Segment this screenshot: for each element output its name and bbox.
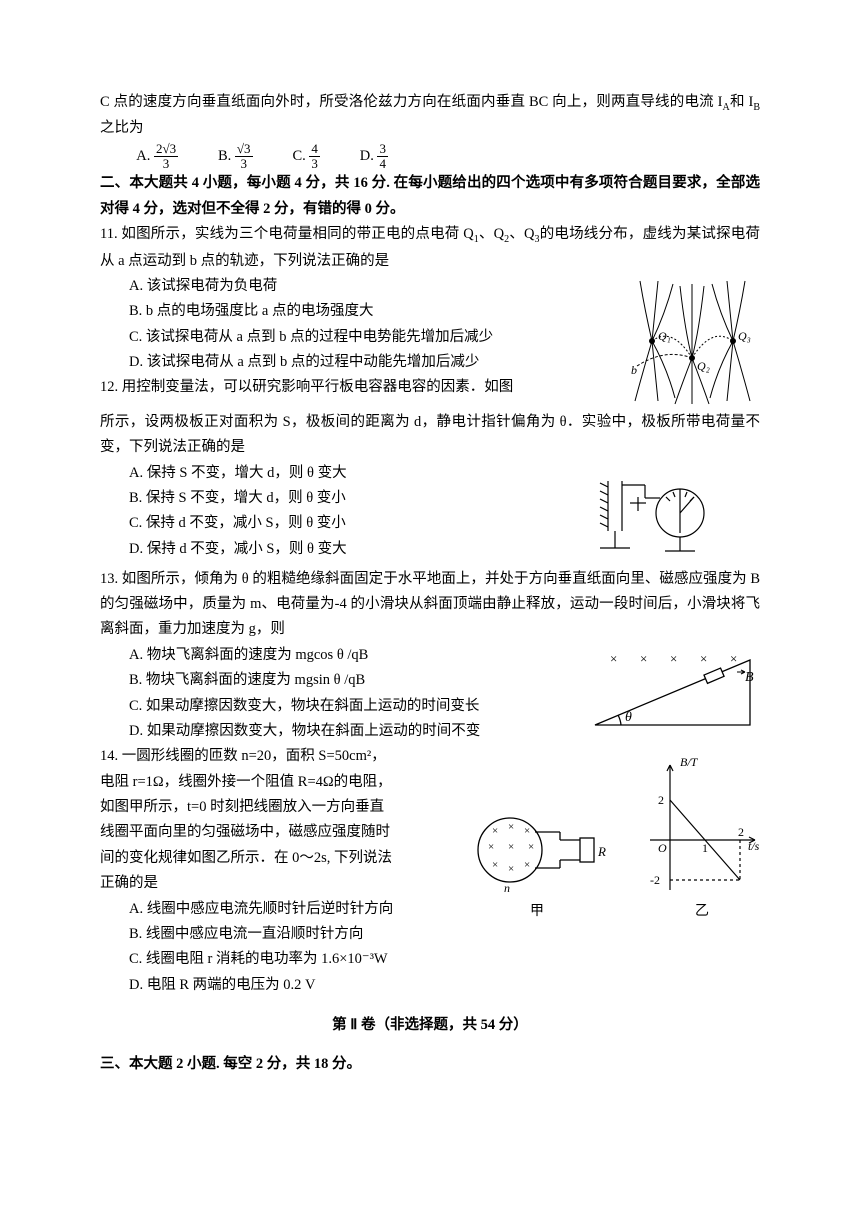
svg-text:×: × [492,859,498,871]
svg-text:×: × [492,825,498,837]
q10-sub-b: B [753,102,760,113]
svg-text:θ: θ [625,710,632,725]
q13-figure: × × × × × θ B [585,645,760,740]
q10-opt-b: B. √33 [218,142,253,172]
q10-sub-a: A [723,102,730,113]
svg-text:2: 2 [658,793,664,807]
coil-resistor-graph-diagram: × × × × × × × × × n R 甲 B/T t/s [460,750,760,925]
svg-text:×: × [488,841,494,853]
svg-text:Q₃: Q₃ [738,329,751,343]
q10-stem-tail: 之比为 [100,120,144,136]
svg-text:t/s: t/s [748,839,760,853]
svg-text:×: × [610,651,617,666]
svg-text:×: × [730,651,737,666]
q10-stem-a: C 点的速度方向垂直纸面向外时，所受洛伦兹力方向在纸面内垂直 BC 向上，则两直… [100,94,723,110]
svg-text:×: × [524,825,530,837]
q10-opt-c: C. 43 [292,142,319,172]
q10-opt-d: D. 34 [360,142,388,172]
svg-text:Q₁: Q₁ [658,329,671,343]
svg-text:×: × [528,841,534,853]
svg-text:×: × [670,651,677,666]
capacitor-electrometer-diagram [570,463,720,563]
svg-text:2: 2 [738,825,744,839]
opt-label: C. [292,148,305,164]
q11-figure: Q₁ Q₃ Q₂ b [625,276,760,406]
q14-opt-c: C. 线圈电阻 r 消耗的电功率为 1.6×10⁻³W [100,947,760,972]
fraction: √33 [235,142,253,172]
opt-label: B. [218,148,231,164]
svg-text:×: × [640,651,647,666]
svg-text:R: R [597,844,606,859]
q11-stem: 11. 如图所示，实线为三个电荷量相同的带正电的点电荷 Q1、Q2、Q3的电场线… [100,222,760,274]
q14-opt-d: D. 电阻 R 两端的电压为 0.2 V [100,973,760,998]
svg-text:×: × [700,651,707,666]
fraction: 2√33 [154,142,178,172]
svg-text:O: O [658,841,667,855]
section2-header: 二、本大题共 4 小题，每小题 4 分，共 16 分. 在每小题给出的四个选项中… [100,171,760,222]
incline-magnetic-diagram: × × × × × θ B [585,645,760,740]
q12-stem-2: 所示，设两极板正对面积为 S，极板间的距离为 d，静电计指针偏角为 θ．实验中，… [100,410,760,461]
q10-opt-a: A. 2√33 [136,142,178,172]
fraction: 43 [309,142,320,172]
svg-text:×: × [524,859,530,871]
q10-stem: C 点的速度方向垂直纸面向外时，所受洛伦兹力方向在纸面内垂直 BC 向上，则两直… [100,90,760,142]
q10-stem-mid: 和 I [730,94,754,110]
svg-text:×: × [508,821,514,833]
svg-text:乙: 乙 [695,903,709,919]
svg-text:×: × [508,841,514,853]
q10-options: A. 2√33 B. √33 C. 43 D. 34 [100,142,760,172]
svg-text:Q₂: Q₂ [697,359,710,373]
svg-text:B/T: B/T [680,755,699,769]
q12-figure [570,463,720,563]
section3-header: 三、本大题 2 小题. 每空 2 分，共 18 分。 [100,1052,760,1077]
opt-label: D. [360,148,374,164]
q14-opt-b: B. 线圈中感应电流一直沿顺时针方向 [100,922,760,947]
svg-text:n: n [504,881,510,895]
opt-label: A. [136,148,150,164]
fraction: 34 [377,142,388,172]
part2-header: 第 Ⅱ 卷（非选择题，共 54 分） [100,1013,760,1038]
svg-text:B: B [745,670,754,685]
q13-stem: 13. 如图所示，倾角为 θ 的粗糙绝缘斜面固定于水平地面上，并处于方向垂直纸面… [100,567,760,643]
svg-text:1: 1 [702,841,708,855]
svg-text:b: b [631,363,637,377]
svg-text:-2: -2 [650,873,660,887]
q14-figure: × × × × × × × × × n R 甲 B/T t/s [460,750,760,925]
field-lines-diagram: Q₁ Q₃ Q₂ b [625,276,760,406]
svg-text:×: × [508,863,514,875]
svg-text:甲: 甲 [530,904,544,919]
